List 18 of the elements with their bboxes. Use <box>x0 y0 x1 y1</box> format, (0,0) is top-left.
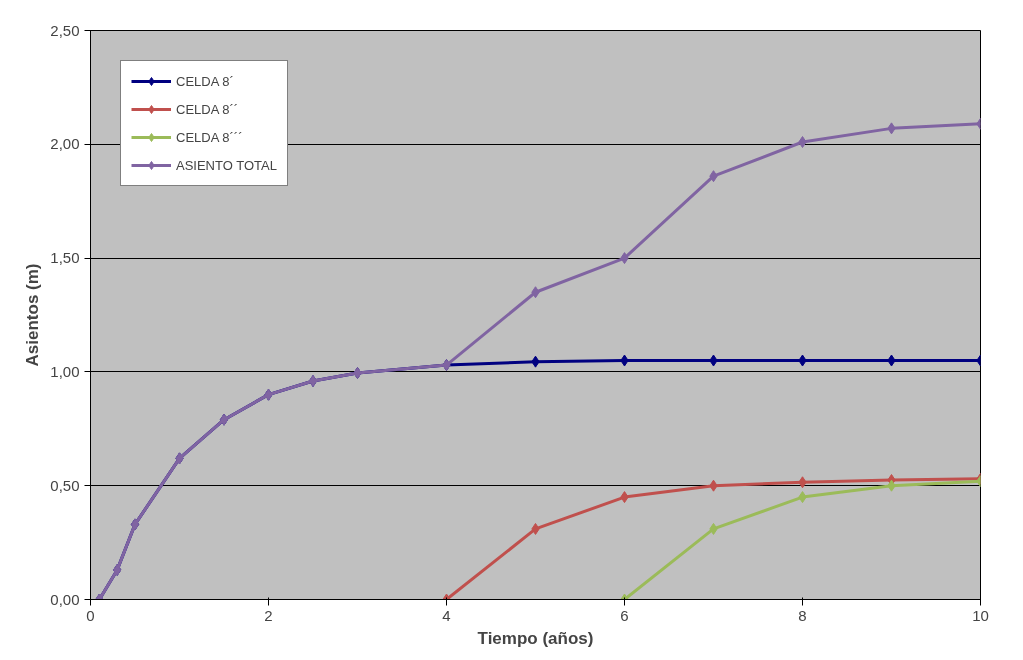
y-tick-label: 0,00 <box>50 590 80 608</box>
legend-label: CELDA 8´´ <box>176 101 239 117</box>
x-tick-label: 2 <box>264 606 273 624</box>
x-tick-label: 10 <box>972 606 989 624</box>
y-tick-label: 1,50 <box>50 249 80 267</box>
legend-label: CELDA 8´´´ <box>176 129 243 145</box>
x-tick-label: 4 <box>442 606 451 624</box>
y-tick-label: 0,50 <box>50 476 80 494</box>
y-axis-title: Asientos (m) <box>23 263 43 367</box>
legend-label: CELDA 8´ <box>176 73 234 89</box>
y-tick-label: 2,50 <box>50 21 80 39</box>
x-tick-label: 0 <box>86 606 95 624</box>
legend-label: ASIENTO TOTAL <box>176 157 277 173</box>
x-tick-label: 8 <box>798 606 807 624</box>
x-axis-title: Tiempo (años) <box>477 628 594 648</box>
y-tick-label: 2,00 <box>50 135 80 153</box>
x-tick-label: 6 <box>620 606 629 624</box>
y-tick-label: 1,00 <box>50 362 80 380</box>
